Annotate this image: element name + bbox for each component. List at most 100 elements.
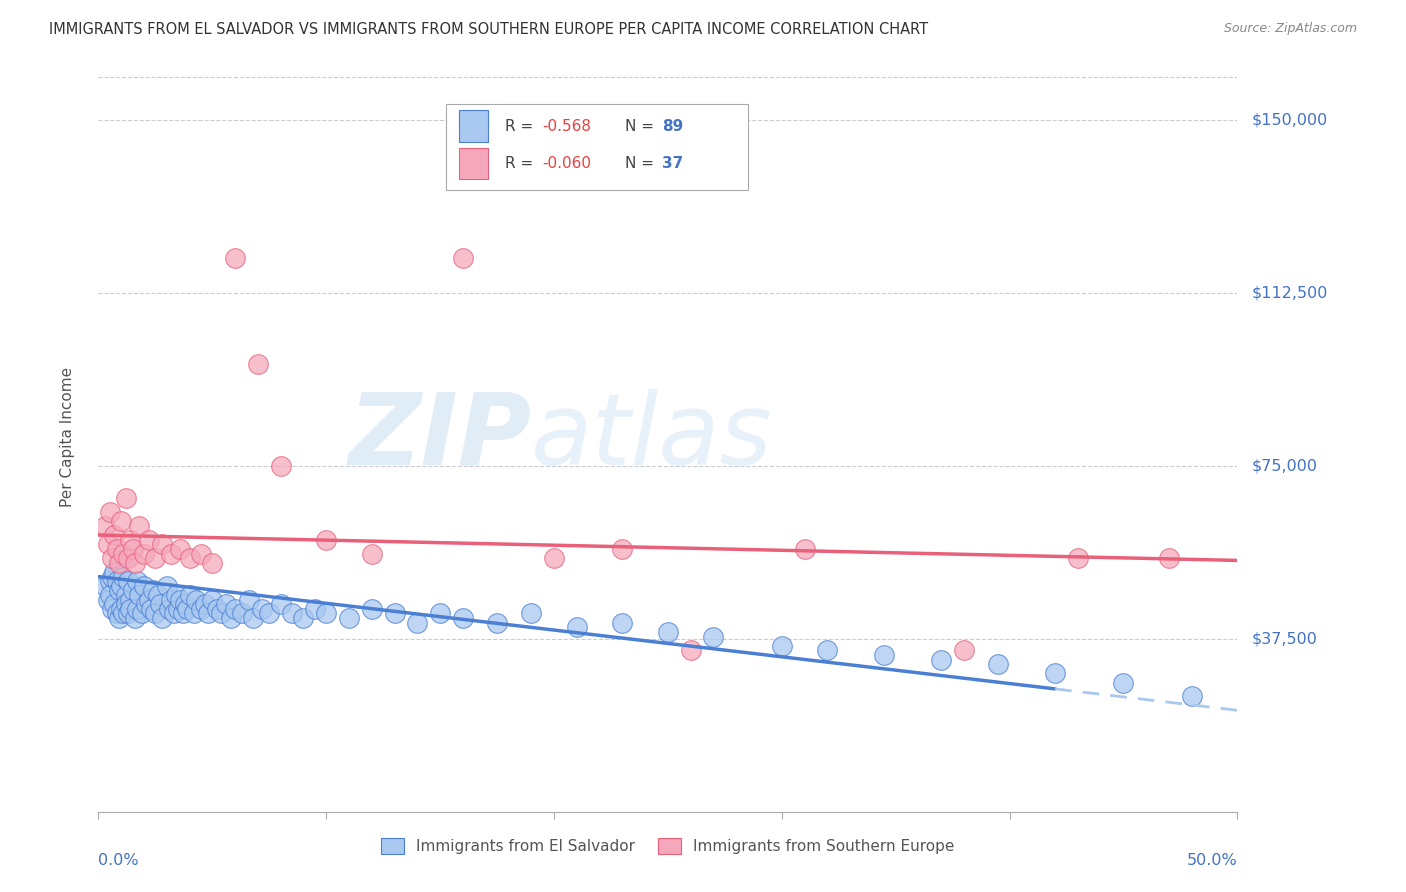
Text: ZIP: ZIP <box>349 389 531 485</box>
Point <box>1112 675 1135 690</box>
Text: 37: 37 <box>662 156 683 171</box>
Point <box>360 547 382 561</box>
Point <box>224 602 246 616</box>
Point <box>132 547 155 561</box>
Text: 50.0%: 50.0% <box>1187 853 1237 868</box>
Point <box>242 611 264 625</box>
Point <box>135 597 157 611</box>
Point <box>105 574 128 589</box>
Point <box>219 611 242 625</box>
Point <box>112 607 135 621</box>
Point <box>139 602 162 616</box>
Point <box>315 607 337 621</box>
Point <box>157 602 180 616</box>
Point <box>451 611 474 625</box>
Point <box>146 588 169 602</box>
Point <box>238 592 260 607</box>
Point <box>612 615 634 630</box>
Point <box>103 528 125 542</box>
Text: -0.568: -0.568 <box>543 119 592 134</box>
Bar <box>460 111 488 142</box>
Point <box>987 657 1010 672</box>
Point <box>112 547 135 561</box>
Point <box>304 602 326 616</box>
Point <box>169 541 191 556</box>
Point <box>108 611 131 625</box>
Point <box>360 602 382 616</box>
Point <box>1181 690 1204 704</box>
Text: $37,500: $37,500 <box>1251 632 1317 647</box>
Point <box>114 597 136 611</box>
Point <box>270 597 292 611</box>
Text: atlas: atlas <box>531 389 773 485</box>
Point <box>201 556 224 570</box>
Point <box>127 602 149 616</box>
Text: N =: N = <box>624 156 658 171</box>
Text: -0.060: -0.060 <box>543 156 592 171</box>
Text: 89: 89 <box>662 119 683 134</box>
Point <box>1067 551 1090 566</box>
Text: $112,500: $112,500 <box>1251 285 1327 301</box>
Point <box>120 592 142 607</box>
Point <box>117 574 139 589</box>
Point <box>186 592 208 607</box>
Point <box>169 592 191 607</box>
Point <box>103 597 125 611</box>
Point <box>679 643 702 657</box>
Point <box>114 491 136 505</box>
Point <box>160 547 183 561</box>
Point <box>117 551 139 566</box>
Point <box>120 533 142 547</box>
Point <box>121 541 143 556</box>
Point <box>127 574 149 589</box>
Point <box>231 607 253 621</box>
Point <box>209 607 232 621</box>
Point <box>103 565 125 579</box>
Point <box>128 519 150 533</box>
Point <box>142 583 165 598</box>
Text: $150,000: $150,000 <box>1251 112 1327 128</box>
Text: N =: N = <box>624 119 658 134</box>
Point <box>194 597 217 611</box>
Point <box>145 607 167 621</box>
Point <box>105 541 128 556</box>
Point <box>124 611 146 625</box>
Text: Source: ZipAtlas.com: Source: ZipAtlas.com <box>1223 22 1357 36</box>
Point <box>98 574 121 589</box>
Point <box>179 588 201 602</box>
Point <box>120 602 142 616</box>
Point <box>110 579 132 593</box>
Point <box>292 611 315 625</box>
Point <box>815 643 838 657</box>
Point <box>110 602 132 616</box>
Point <box>145 551 167 566</box>
Point <box>174 597 197 611</box>
Point <box>770 639 793 653</box>
Point <box>252 602 274 616</box>
Point <box>96 592 118 607</box>
Point <box>108 583 131 598</box>
Point <box>128 588 150 602</box>
Point <box>793 541 815 556</box>
Point <box>246 358 269 372</box>
Point <box>183 607 205 621</box>
Point <box>162 607 184 621</box>
Point <box>215 597 238 611</box>
FancyBboxPatch shape <box>446 103 748 190</box>
Point <box>451 252 474 266</box>
Point <box>167 602 190 616</box>
Point <box>172 607 194 621</box>
Point <box>114 588 136 602</box>
Point <box>138 533 160 547</box>
Text: $75,000: $75,000 <box>1251 458 1317 474</box>
Point <box>94 519 117 533</box>
Point <box>190 602 212 616</box>
Point <box>429 607 451 621</box>
Point <box>224 252 246 266</box>
Point <box>259 607 281 621</box>
Text: R =: R = <box>505 119 538 134</box>
Point <box>1157 551 1180 566</box>
Point <box>565 620 588 634</box>
Point <box>124 556 146 570</box>
Point <box>612 541 634 556</box>
